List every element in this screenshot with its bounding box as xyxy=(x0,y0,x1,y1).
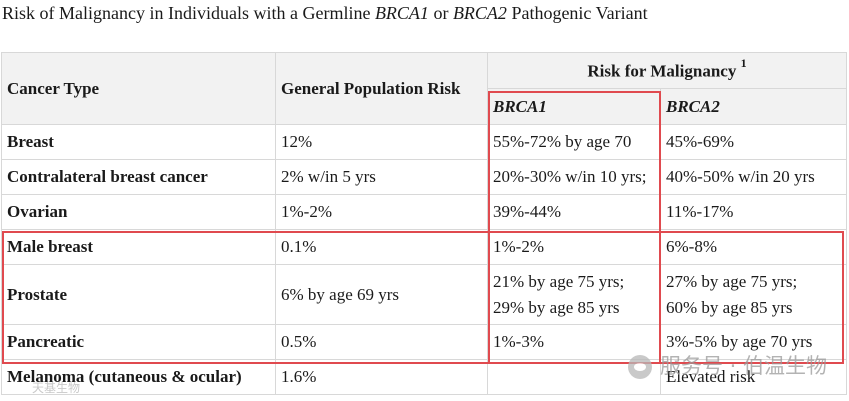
brca2-risk-line: 40%-50% w/in 20 yrs xyxy=(666,167,815,186)
brca2-risk-cell: 11%-17% xyxy=(660,194,847,230)
header-brca2: BRCA2 xyxy=(660,88,847,125)
brca1-risk-line: 29% by age 85 yrs xyxy=(493,297,620,317)
brca1-risk-cell: 55%-72% by age 70 xyxy=(487,124,661,160)
general-risk-cell: 2% w/in 5 yrs xyxy=(275,159,488,195)
brca1-risk-line: 1%-3% xyxy=(493,332,544,351)
brca1-risk-cell: 39%-44% xyxy=(487,194,661,230)
table-row: Ovarian 1%-2% 39%-44% 11%-17% xyxy=(1,194,847,230)
cancer-type-cell: Contralateral breast cancer xyxy=(1,159,276,195)
brca1-risk-line: 39%-44% xyxy=(493,202,561,221)
brca1-risk-line: 1%-2% xyxy=(493,237,544,256)
cancer-type-cell: Breast xyxy=(1,124,276,160)
cancer-type-cell: Male breast xyxy=(1,229,276,265)
general-risk-cell: 1%-2% xyxy=(275,194,488,230)
brca2-risk-line: 3%-5% by age 70 yrs xyxy=(666,332,813,351)
brca2-risk-cell: 6%-8% xyxy=(660,229,847,265)
brca1-risk-cell: 21% by age 75 yrs; 29% by age 85 yrs xyxy=(487,264,661,325)
brca2-risk-line: 27% by age 75 yrs; xyxy=(666,271,798,291)
table-row: Pancreatic 0.5% 1%-3% 3%-5% by age 70 yrs xyxy=(1,324,847,360)
general-risk-cell: 0.5% xyxy=(275,324,488,360)
table-caption: Risk of Malignancy in Individuals with a… xyxy=(2,3,648,23)
brca2-risk-cell: 45%-69% xyxy=(660,124,847,160)
brca2-risk-cell: 40%-50% w/in 20 yrs xyxy=(660,159,847,195)
table-row: Breast 12% 55%-72% by age 70 45%-69% xyxy=(1,124,847,160)
brca2-risk-cell: Elevated risk xyxy=(660,359,847,395)
brca2-risk-line: 60% by age 85 yrs xyxy=(666,297,793,317)
wechat-icon xyxy=(627,355,652,379)
header-risk-for-malignancy: Risk for Malignancy 1 xyxy=(487,52,847,89)
brca2-risk-line: Elevated risk xyxy=(666,367,756,386)
general-risk-cell: 0.1% xyxy=(275,229,488,265)
brca2-risk-cell: 27% by age 75 yrs; 60% by age 85 yrs xyxy=(660,264,847,325)
cancer-type-cell: Pancreatic xyxy=(1,324,276,360)
table-row: Male breast 0.1% 1%-2% 6%-8% xyxy=(1,229,847,265)
header-general-population-risk: General Population Risk xyxy=(275,52,488,125)
watermark-small: 天基生物 xyxy=(32,381,81,395)
brca1-risk-line: 20%-30% w/in 10 yrs; xyxy=(493,167,647,186)
header-cancer-type: Cancer Type xyxy=(1,52,276,125)
cancer-type-cell: Melanoma (cutaneous & ocular) xyxy=(1,359,276,395)
caption-gene-brca2: BRCA2 xyxy=(452,3,507,23)
table-row: Prostate 6% by age 69 yrs 21% by age 75 yr… xyxy=(1,264,847,325)
cancer-type-cell: Prostate xyxy=(1,264,276,325)
caption-gene-brca1: BRCA1 xyxy=(374,3,429,23)
brca2-risk-line: 11%-17% xyxy=(666,202,734,221)
watermark: 服务号 · 伯温生物 xyxy=(627,350,827,380)
malignancy-risk-table: Cancer Type General Population Risk Risk… xyxy=(1,52,847,395)
brca1-risk-cell: 1%-3% xyxy=(487,324,661,360)
table-row: Melanoma (cutaneous & ocular) 1.6% Elevate… xyxy=(1,359,847,395)
footnote-ref[interactable]: 1 xyxy=(740,56,747,71)
general-risk-cell: 12% xyxy=(275,124,488,160)
general-risk-cell: 1.6% xyxy=(275,359,488,395)
brca2-risk-line: 6%-8% xyxy=(666,237,717,256)
table-row: Contralateral breast cancer 2% w/in 5 yrs… xyxy=(1,159,847,195)
header-brca1: BRCA1 xyxy=(487,88,661,125)
brca1-risk-cell: 1%-2% xyxy=(487,229,661,265)
brca1-risk-cell: 20%-30% w/in 10 yrs; xyxy=(487,159,661,195)
brca2-risk-line: 45%-69% xyxy=(666,132,734,151)
brca1-risk-line: 55%-72% by age 70 xyxy=(493,132,632,151)
brca1-risk-line: 21% by age 75 yrs; xyxy=(493,271,625,291)
general-risk-cell: 6% by age 69 yrs xyxy=(275,264,488,325)
cancer-type-cell: Ovarian xyxy=(1,194,276,230)
